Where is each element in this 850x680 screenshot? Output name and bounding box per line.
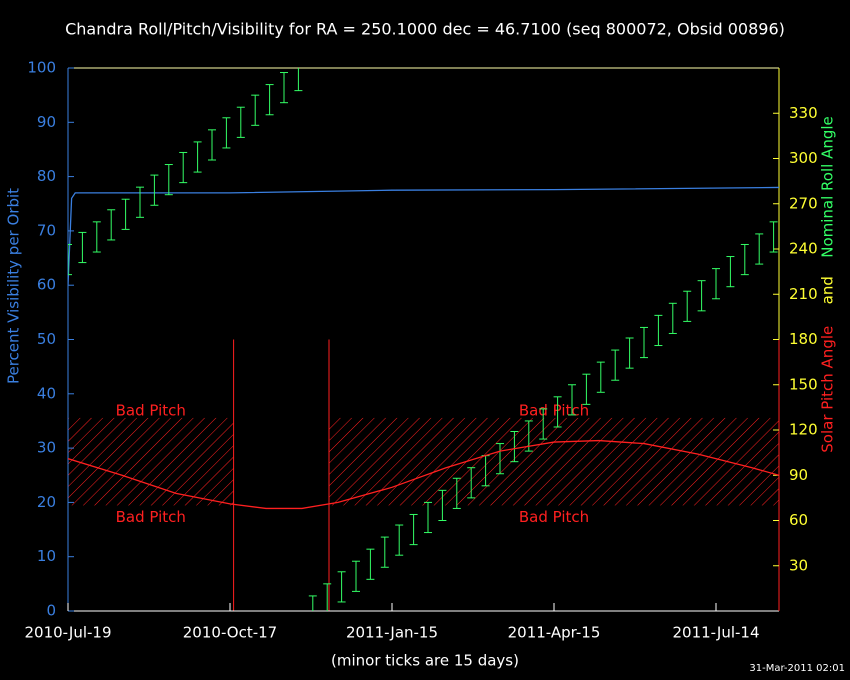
y2-axis-label: and [819,276,837,304]
plot-area [68,68,779,611]
roll-errorbar [208,129,216,161]
y2-tick-label: 120 [789,421,818,439]
roll-errorbar [68,243,72,276]
roll-errorbar [366,548,375,580]
timestamp: 31-Mar-2011 02:01 [749,663,845,674]
roll-errorbar [582,373,591,405]
roll-errorbar [625,337,634,369]
y-tick-label: 40 [37,384,56,402]
x-tick-label: 2010-Jul-19 [24,624,111,642]
roll-errorbar [136,186,144,218]
roll-errorbar [395,524,404,556]
roll-errorbar [611,349,620,381]
bad-pitch-label: Bad Pitch [519,401,589,419]
roll-errorbar [596,361,605,393]
x-tick-label: 2010-Oct-17 [183,624,277,642]
y-tick-label: 80 [37,167,56,185]
y-tick-label: 10 [37,547,56,565]
roll-errorbar [424,501,432,534]
roll-errorbar [438,489,447,521]
roll-errorbar [236,106,245,138]
y2-tick-label: 150 [789,375,818,393]
y2-tick-label: 90 [789,466,808,484]
y-tick-label: 90 [37,113,56,131]
series-line [68,186,779,286]
roll-errorbar [251,94,260,126]
roll-errorbar [164,164,173,196]
roll-errorbar [380,536,389,568]
x-tick-label: 2011-Apr-15 [508,624,601,642]
roll-errorbar [740,243,749,276]
roll-errorbar [712,268,720,300]
roll-errorbar [553,396,562,428]
series-line [68,439,779,510]
bad-pitch-label: Bad Pitch [116,401,186,419]
y-axis-label: Percent Visibility per Orbit [5,188,23,384]
roll-errorbar [323,583,332,611]
chart-title: Chandra Roll/Pitch/Visibility for RA = 2… [65,20,785,39]
y-tick-label: 30 [37,439,56,457]
roll-errorbar [668,302,677,334]
roll-errorbar [755,233,764,265]
roll-errorbar [78,231,87,264]
x-tick-label: 2011-Jan-15 [346,624,438,642]
roll-errorbar [640,326,648,359]
y-tick-label: 0 [46,602,56,620]
y2-tick-label: 300 [789,149,818,167]
roll-errorbar [769,221,778,253]
bad-pitch-label: Bad Pitch [519,508,589,526]
bad-pitch-label: Bad Pitch [116,508,186,526]
roll-errorbar [121,198,130,230]
bad-pitch-zone [329,417,779,506]
roll-errorbar [510,431,519,463]
y2-axis-label: Solar Pitch Angle [819,326,837,453]
y-tick-label: 20 [37,493,56,511]
roll-errorbar [539,408,548,440]
roll-errorbar [568,384,576,416]
y2-tick-label: 60 [789,511,808,529]
roll-errorbar [697,280,706,312]
y-tick-label: 70 [37,221,56,239]
roll-errorbar [265,84,274,116]
roll-errorbar [294,68,303,92]
roll-errorbar [654,314,663,347]
roll-errorbar [150,174,159,206]
roll-errorbar [107,209,116,241]
y2-tick-label: 330 [789,104,818,122]
roll-errorbar [452,477,461,509]
roll-errorbar [280,72,288,104]
roll-errorbar [179,151,188,184]
roll-errorbar [308,595,317,611]
y-tick-label: 60 [37,276,56,294]
roll-errorbar [92,221,101,253]
y2-tick-label: 180 [789,330,818,348]
roll-errorbar [467,467,476,499]
y2-tick-label: 30 [789,556,808,574]
x-axis-label: (minor ticks are 15 days) [331,652,519,670]
roll-errorbar [193,141,202,173]
y2-tick-label: 240 [789,240,818,258]
roll-errorbar [222,117,231,149]
y-tick-label: 50 [37,330,56,348]
y2-axis-label: Nominal Roll Angle [819,116,837,258]
roll-errorbar [409,513,418,546]
roll-errorbar [337,571,346,603]
bad-pitch-zone [68,417,234,506]
y-tick-label: 100 [27,59,56,77]
y2-tick-label: 270 [789,194,818,212]
x-tick-label: 2011-Jul-14 [672,624,759,642]
roll-errorbar [726,256,735,288]
y2-tick-label: 210 [789,285,818,303]
roll-errorbar [496,443,504,475]
roll-errorbar [683,290,692,322]
roll-errorbar [352,560,360,592]
